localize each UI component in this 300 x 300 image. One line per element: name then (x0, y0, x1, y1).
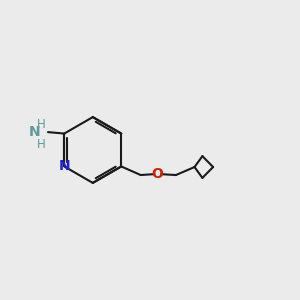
Text: N: N (29, 125, 40, 140)
Text: H: H (37, 118, 46, 131)
Text: O: O (152, 167, 163, 181)
Text: H: H (37, 138, 46, 152)
Text: N: N (58, 160, 70, 173)
